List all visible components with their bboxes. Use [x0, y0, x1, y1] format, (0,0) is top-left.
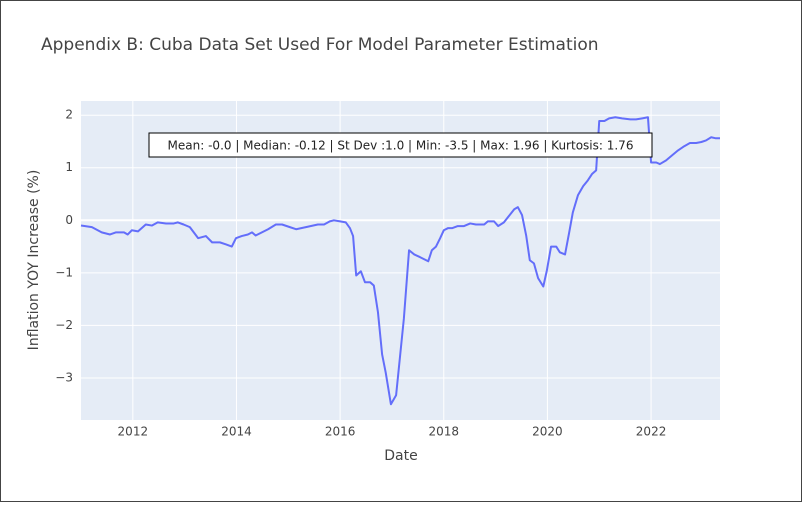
y-tick-label: 0	[65, 213, 73, 227]
y-axis-title: Inflation YOY Increase (%)	[26, 170, 42, 351]
annotation-box	[148, 132, 653, 158]
y-tick-label: 2	[65, 108, 73, 122]
data-line	[80, 116, 720, 406]
x-tick-label: 2016	[325, 425, 356, 439]
x-tick-label: 2022	[636, 425, 667, 439]
x-tick-label: 2014	[221, 425, 252, 439]
x-axis-title: Date	[384, 448, 417, 464]
y-tick-label: −2	[55, 318, 73, 332]
x-tick-label: 2012	[118, 425, 149, 439]
marks	[80, 116, 720, 406]
x-tick-label: 2020	[532, 425, 563, 439]
x-tick-label: 2018	[429, 425, 460, 439]
y-tick-label: −1	[55, 265, 73, 279]
y-tick-label: −3	[55, 370, 73, 384]
y-tick-label: 1	[65, 160, 73, 174]
annotation: Mean: -0.0 | Median: -0.12 | St Dev :1.0…	[168, 139, 634, 153]
chart-title: Appendix B: Cuba Data Set Used For Model…	[41, 35, 599, 55]
